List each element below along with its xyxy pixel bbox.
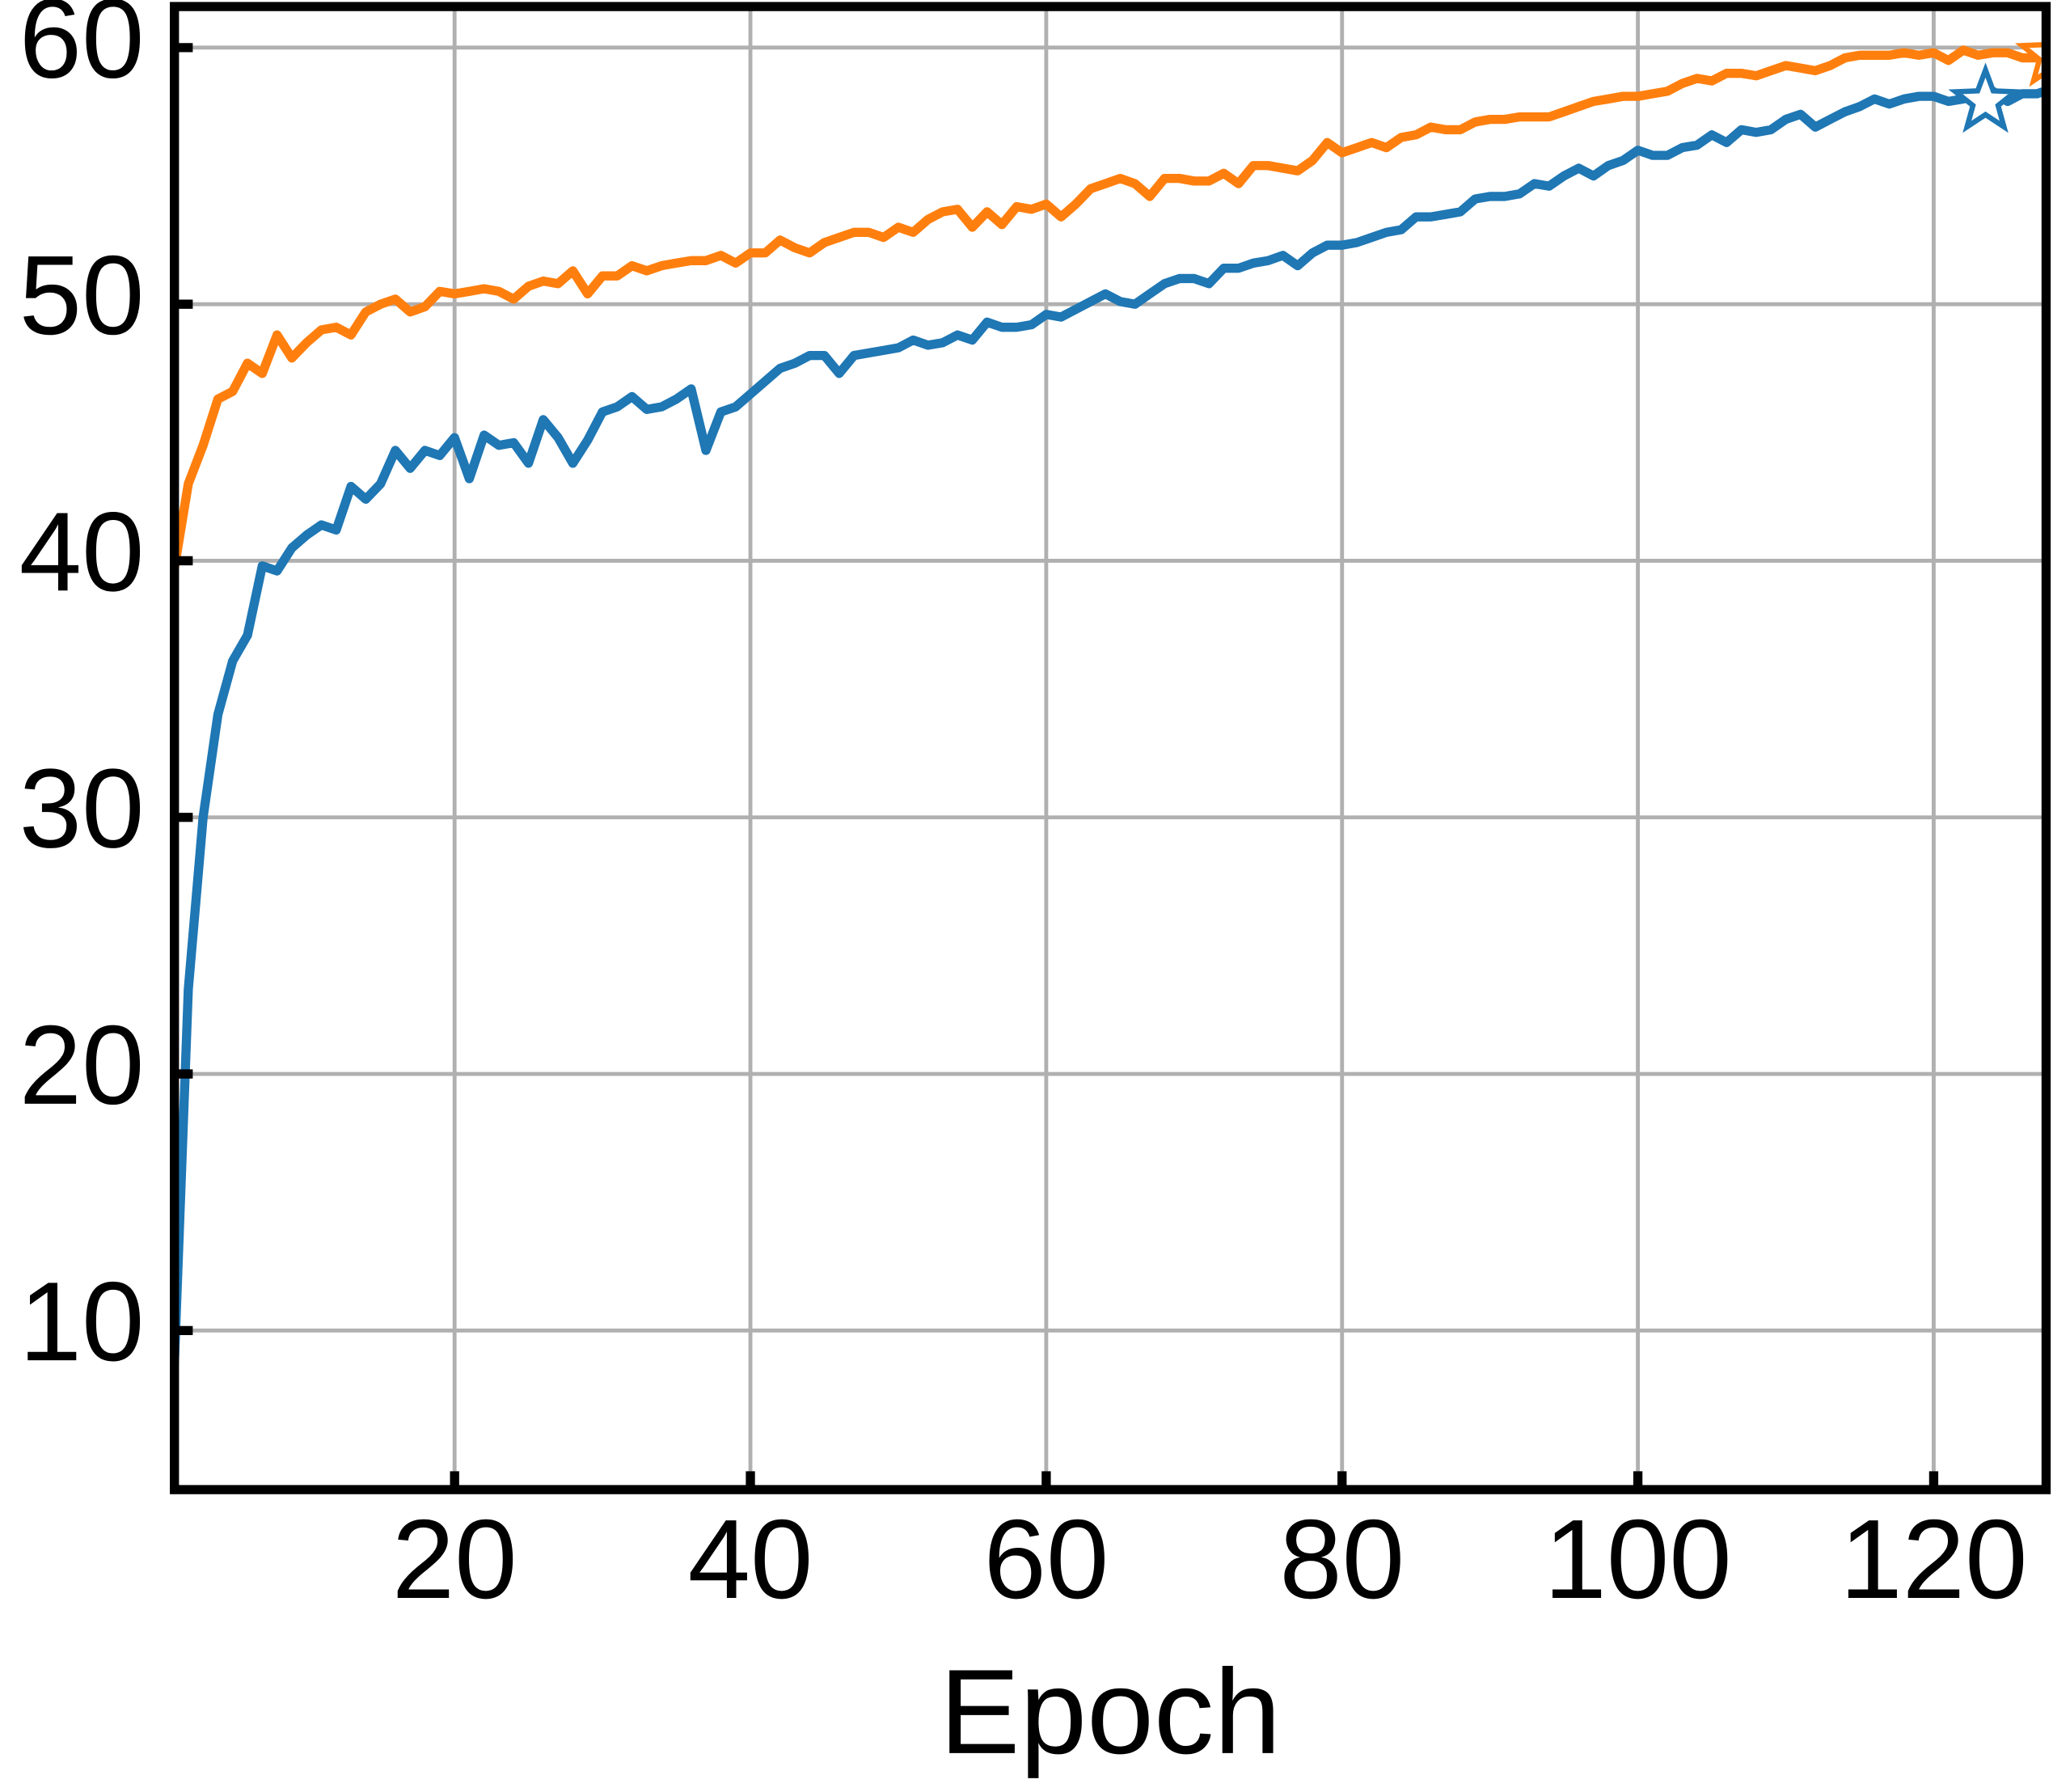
ticks: 20 40 60 80 100 120 10 20 30 40 50 60 xyxy=(19,0,2028,1622)
y-tick-label: 60 xyxy=(19,0,145,102)
x-tick-label: 60 xyxy=(983,1497,1109,1622)
plot-frame xyxy=(170,2,2051,1494)
y-tick-label: 50 xyxy=(19,233,145,358)
y-tick-label: 30 xyxy=(19,746,145,872)
x-tick-label: 20 xyxy=(392,1497,517,1622)
y-tick-label: 10 xyxy=(19,1259,145,1384)
x-tick-label: 80 xyxy=(1279,1497,1405,1622)
x-tick-label: 120 xyxy=(1840,1497,2027,1622)
series-line xyxy=(174,86,2047,1388)
x-tick-label: 100 xyxy=(1544,1497,1731,1622)
best-marker xyxy=(2015,32,2047,87)
grid xyxy=(174,6,2047,1490)
x-axis-label: Epoch xyxy=(940,1644,1281,1779)
x-tick-label: 40 xyxy=(688,1497,813,1622)
y-tick-label: 20 xyxy=(19,1003,145,1128)
series-line xyxy=(174,35,2047,575)
plot-area xyxy=(174,32,2047,1388)
best-marker xyxy=(1948,62,2023,133)
y-tick-label: 40 xyxy=(19,489,145,615)
